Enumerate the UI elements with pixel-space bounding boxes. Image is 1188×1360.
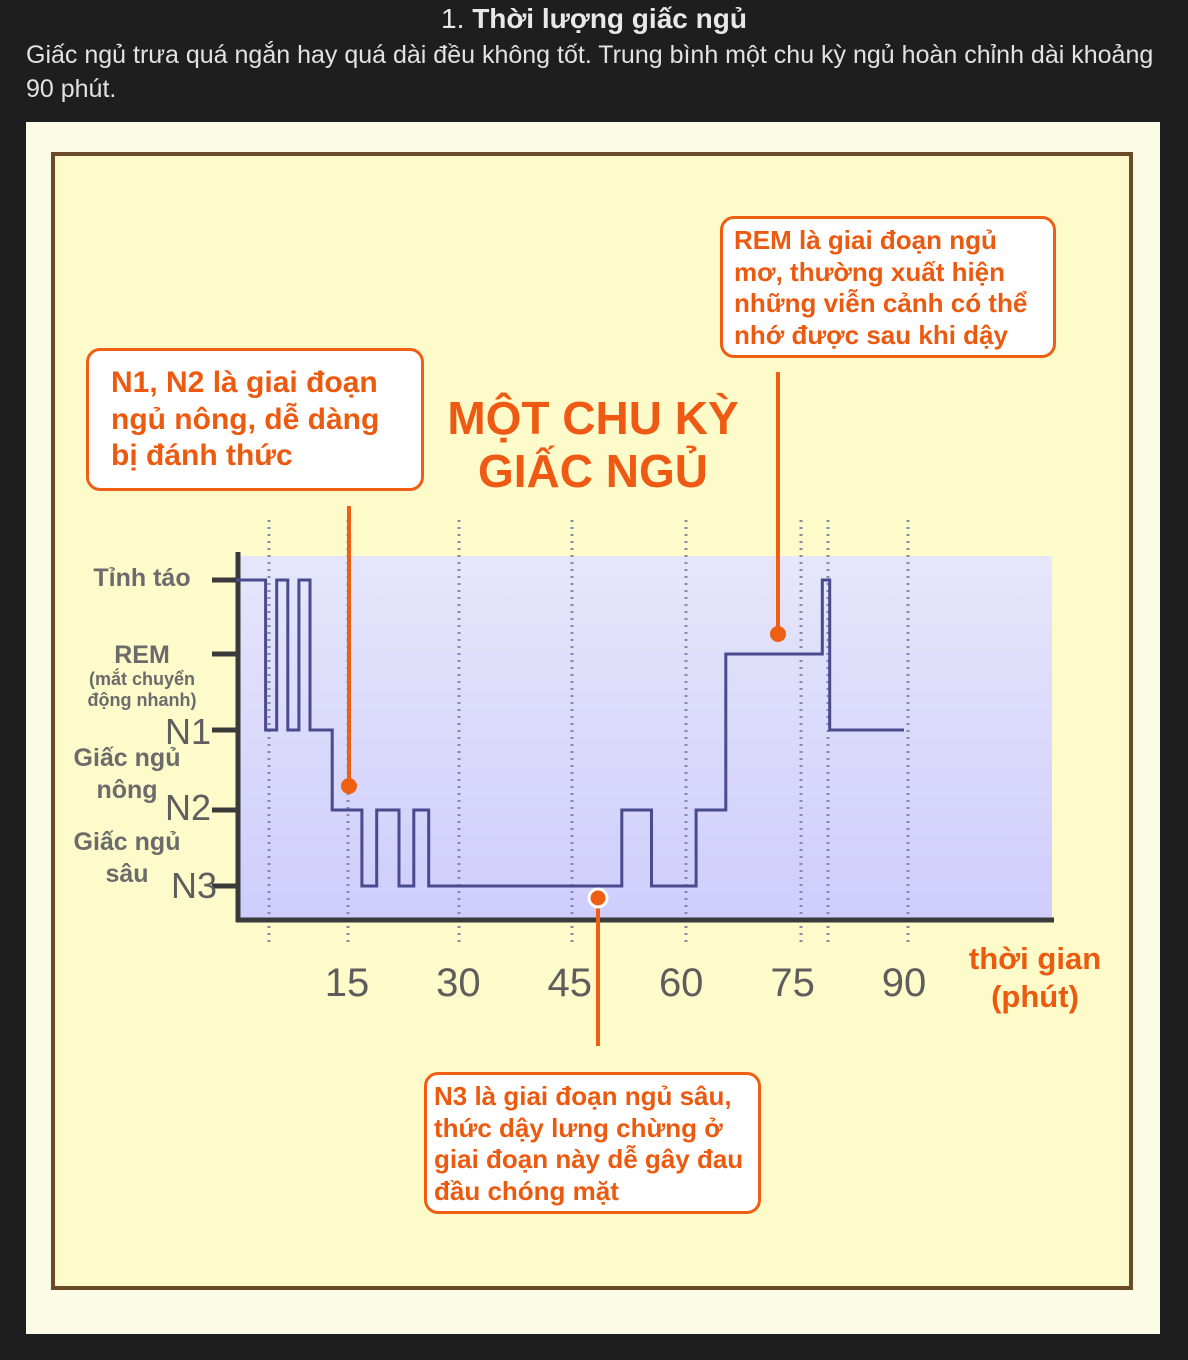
x-tick-label: 90 bbox=[881, 961, 927, 1005]
rem-callout: REM là giai đoạn ngủ mơ, thường xuất hiệ… bbox=[720, 216, 1056, 358]
heading-title: Thời lượng giấc ngủ bbox=[472, 3, 747, 34]
n3-callout: N3 là giai đoạn ngủ sâu, thức dậy lưng c… bbox=[424, 1072, 761, 1214]
y-label-n2: N2 bbox=[164, 787, 212, 828]
y-label-n3: N3 bbox=[170, 865, 218, 906]
x-axis-label-1: thời gian bbox=[968, 941, 1102, 976]
y-label-rem-note-1: (mắt chuyển bbox=[88, 669, 196, 689]
x-tick-label: 30 bbox=[436, 961, 481, 1005]
hypnogram-line bbox=[236, 578, 904, 888]
x-tick-label: 45 bbox=[547, 961, 593, 1005]
y-label-rem: REM bbox=[114, 641, 170, 669]
y-label-deep-1: Giấc ngủ bbox=[73, 828, 181, 856]
n3-pointer-dot bbox=[587, 887, 609, 909]
y-tick-marks bbox=[212, 577, 240, 889]
infographic-title: MỘT CHU KỲ GIẤC NGỦ bbox=[428, 392, 758, 498]
rem-pointer-dot bbox=[770, 626, 786, 642]
page-heading: 1. Thời lượng giấc ngủ bbox=[0, 2, 1188, 36]
heading-number: 1. bbox=[441, 3, 465, 34]
x-tick-label: 75 bbox=[770, 961, 815, 1005]
plot-band bbox=[238, 556, 1052, 918]
x-tick-label: 15 bbox=[324, 961, 370, 1005]
x-tick-label: 60 bbox=[658, 961, 704, 1005]
y-label-awake: Tỉnh táo bbox=[93, 564, 191, 592]
title-line-1: MỘT CHU KỲ bbox=[447, 392, 739, 444]
n1-n2-callout: N1, N2 là giai đoạn ngủ nông, dễ dàng bị… bbox=[86, 348, 424, 491]
y-label-rem-note-2: động nhanh) bbox=[87, 690, 197, 710]
page-description: Giấc ngủ trưa quá ngắn hay quá dài đều k… bbox=[26, 41, 1154, 103]
x-axis-label-2: (phút) bbox=[991, 979, 1079, 1014]
y-label-light-1: Giấc ngủ bbox=[73, 744, 181, 772]
x-axis-label: thời gian (phút) bbox=[940, 940, 1130, 1016]
y-label-n1: N1 bbox=[164, 711, 212, 752]
n1-n2-pointer-dot bbox=[341, 778, 357, 794]
y-label-light-2: nông bbox=[96, 776, 158, 804]
callout-pointers bbox=[341, 372, 786, 1046]
title-line-2: GIẤC NGỦ bbox=[478, 445, 708, 497]
y-label-deep-2: sâu bbox=[105, 860, 149, 888]
